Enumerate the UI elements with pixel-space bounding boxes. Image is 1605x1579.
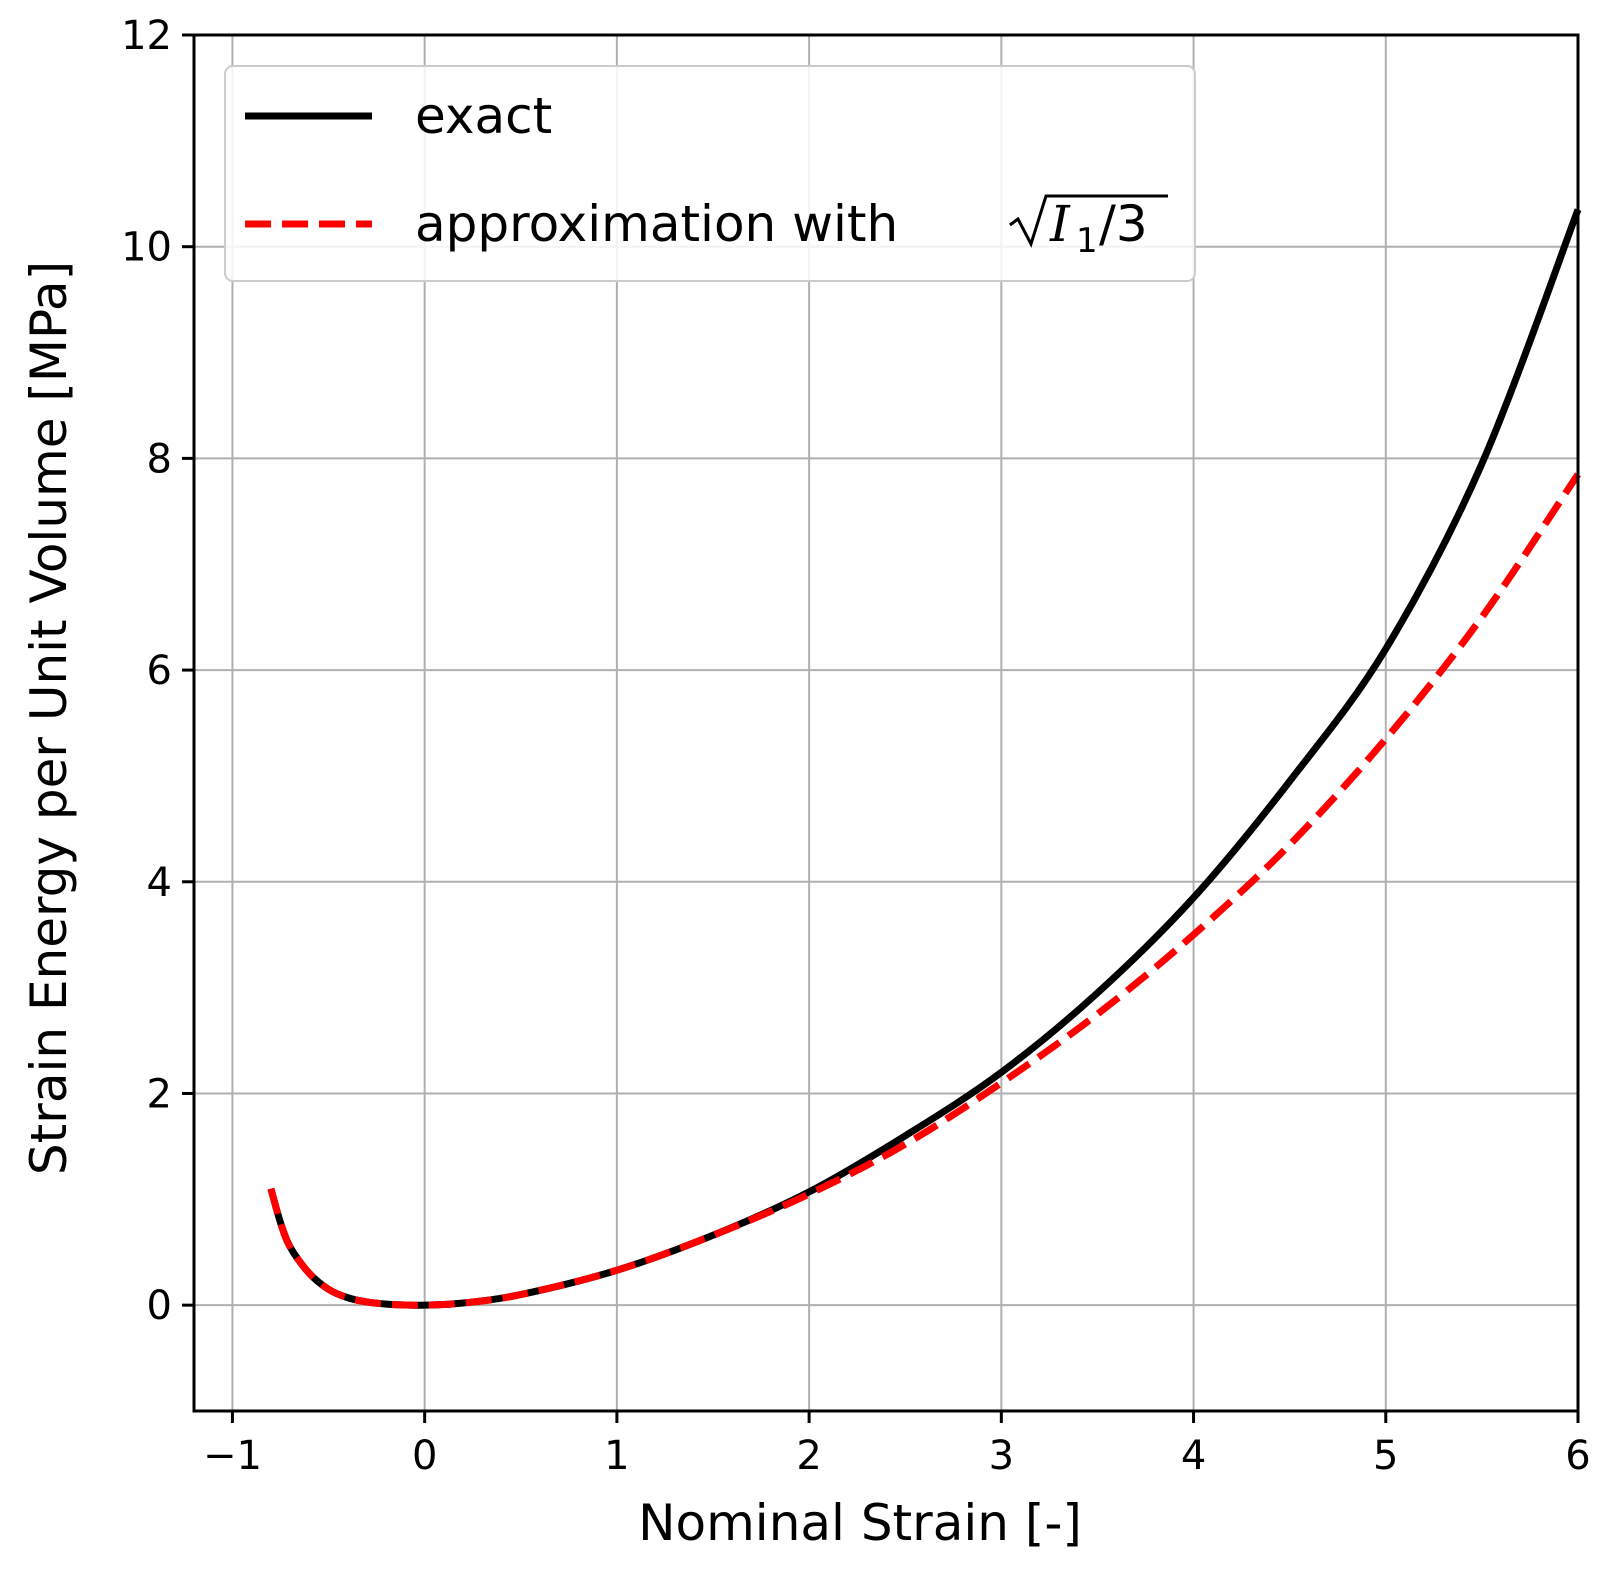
x-tick-label: 1	[604, 1433, 629, 1479]
y-tick-label: 2	[147, 1071, 172, 1117]
legend-label-exact: exact	[415, 87, 552, 145]
series-approximation-line	[267, 472, 1581, 1309]
math-variable: I	[1049, 195, 1071, 253]
x-tick-label: 0	[412, 1433, 437, 1479]
x-tick-label: 3	[989, 1433, 1014, 1479]
y-tick-label: 4	[147, 860, 172, 906]
y-tick-label: 0	[147, 1283, 172, 1329]
x-tick-label: 6	[1565, 1433, 1590, 1479]
legend-label-approximation-text: approximation with	[415, 195, 898, 253]
y-tick-label: 12	[121, 13, 172, 59]
legend-label-approximation: approximation with	[415, 195, 898, 253]
plot-frame	[192, 33, 1580, 1413]
x-axis-label: Nominal Strain [-]	[638, 1494, 1082, 1552]
legend: exact approximation with I 1 /3	[224, 65, 1196, 282]
math-subscript: 1	[1076, 221, 1098, 261]
math-rest: /3	[1099, 195, 1148, 253]
sqrt-expression: I 1 /3	[1009, 194, 1168, 261]
y-tick-label: 8	[147, 436, 172, 482]
x-tick-label: 4	[1181, 1433, 1206, 1479]
y-tick-label: 10	[121, 225, 172, 271]
x-tick-label: 5	[1373, 1433, 1398, 1479]
x-tick-label: −1	[203, 1433, 262, 1479]
sqrt-radical-icon	[1009, 194, 1168, 248]
legend-box	[224, 65, 1196, 282]
y-tick-label: 6	[147, 648, 172, 694]
x-tick-label: 2	[796, 1433, 821, 1479]
series-layer	[267, 208, 1582, 1309]
y-axis-label: Strain Energy per Unit Volume [MPa]	[20, 261, 78, 1175]
